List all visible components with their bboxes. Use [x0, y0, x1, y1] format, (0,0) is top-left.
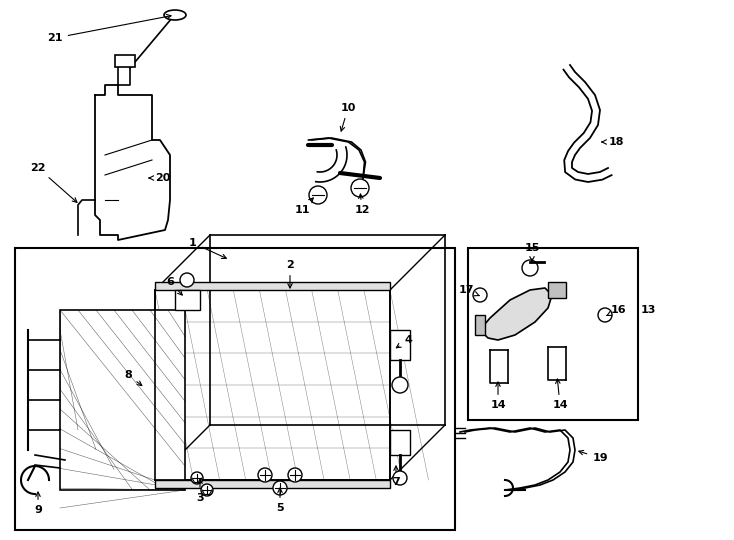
Circle shape — [522, 260, 538, 276]
Bar — [548, 282, 566, 298]
Text: 6: 6 — [166, 277, 182, 295]
Text: 16: 16 — [607, 305, 626, 315]
Text: 12: 12 — [355, 194, 370, 215]
Circle shape — [473, 288, 487, 302]
Text: 3: 3 — [196, 479, 204, 503]
Circle shape — [351, 179, 369, 197]
Text: 4: 4 — [396, 335, 412, 348]
Bar — [468, 248, 638, 420]
Text: 14: 14 — [552, 379, 568, 410]
Circle shape — [288, 468, 302, 482]
Bar — [155, 290, 390, 480]
Text: 20: 20 — [149, 173, 171, 183]
Circle shape — [201, 484, 213, 496]
Text: 22: 22 — [30, 163, 77, 202]
Circle shape — [180, 273, 194, 287]
Circle shape — [273, 481, 287, 495]
Polygon shape — [60, 310, 185, 490]
Bar — [15, 248, 455, 530]
Text: 8: 8 — [124, 370, 142, 386]
Bar — [155, 282, 390, 290]
Bar — [175, 290, 200, 310]
Text: 10: 10 — [341, 103, 356, 131]
Polygon shape — [480, 288, 552, 340]
Circle shape — [598, 308, 612, 322]
Bar — [115, 55, 135, 67]
Text: 1: 1 — [189, 238, 226, 259]
Text: 14: 14 — [490, 382, 506, 410]
Text: 2: 2 — [286, 260, 294, 288]
Text: 11: 11 — [294, 198, 313, 215]
Bar — [475, 315, 485, 335]
Circle shape — [258, 468, 272, 482]
Circle shape — [309, 186, 327, 204]
Bar — [155, 480, 390, 488]
Text: 9: 9 — [34, 492, 42, 515]
Text: 21: 21 — [47, 15, 171, 43]
Text: 17: 17 — [458, 285, 479, 296]
Text: 7: 7 — [392, 466, 400, 487]
Text: 13: 13 — [640, 305, 655, 315]
Ellipse shape — [164, 10, 186, 20]
Circle shape — [191, 472, 203, 484]
Text: 18: 18 — [602, 137, 624, 147]
Bar — [390, 430, 410, 455]
Circle shape — [393, 471, 407, 485]
Text: 15: 15 — [524, 243, 539, 261]
Bar — [390, 330, 410, 360]
Text: 5: 5 — [276, 488, 284, 513]
Circle shape — [392, 377, 408, 393]
Text: 19: 19 — [579, 450, 608, 463]
